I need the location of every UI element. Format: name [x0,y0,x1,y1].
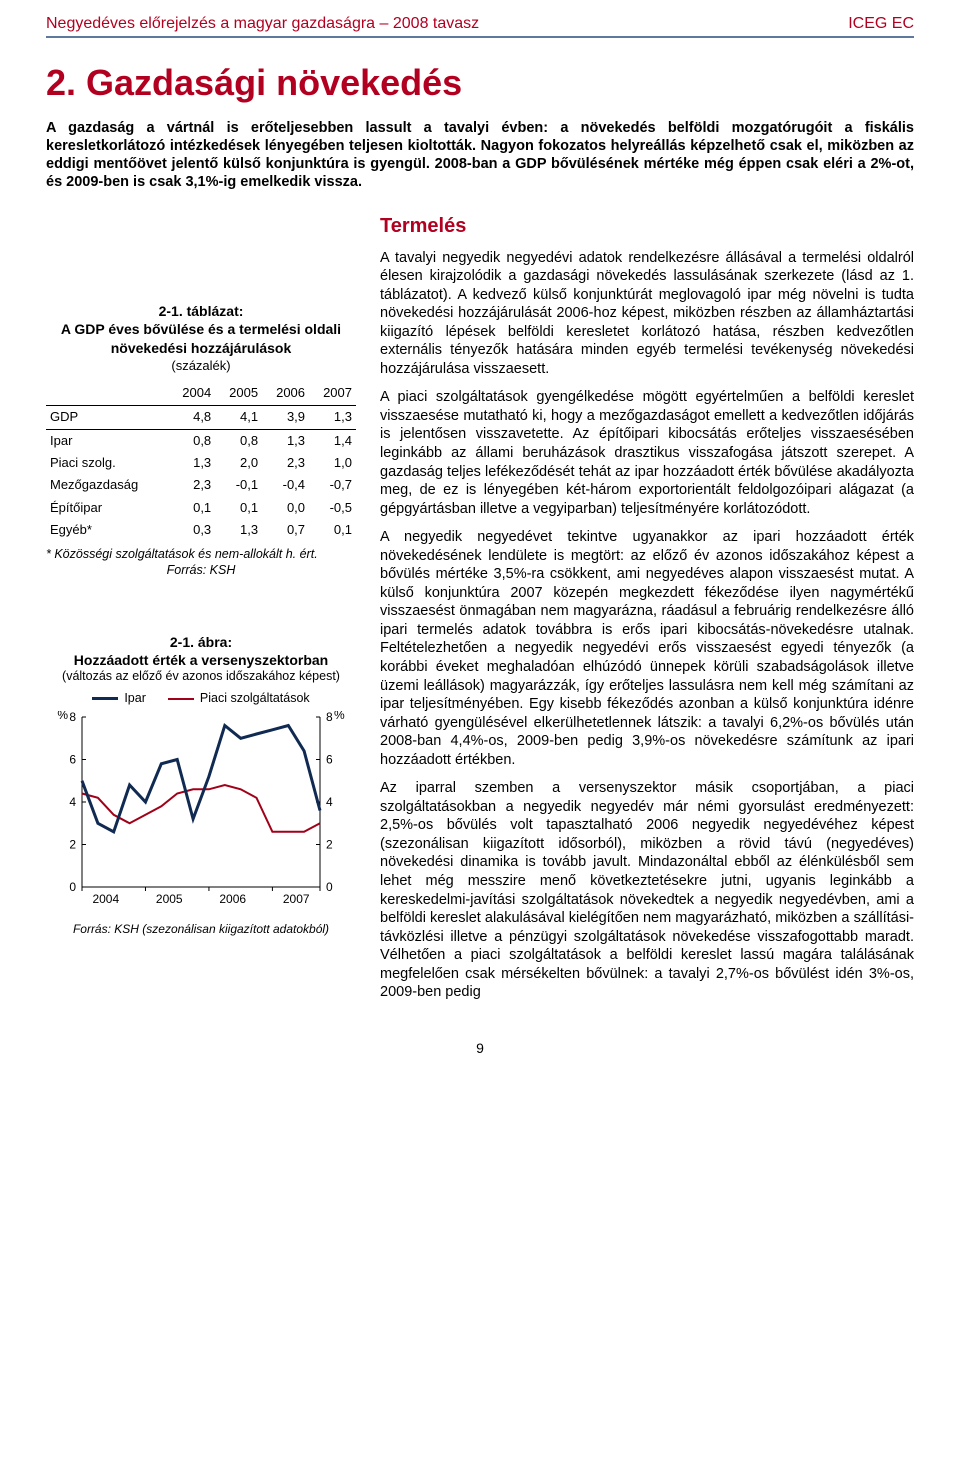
cell: Mezőgazdaság [46,474,168,496]
legend-ipar: Ipar [92,691,146,707]
cell: 0,1 [168,497,215,519]
col-2007: 2007 [309,382,356,405]
body-paragraph: A tavalyi negyedik negyedévi adatok rend… [380,249,914,379]
legend-piaci: Piaci szolgáltatások [168,691,310,707]
svg-text:0: 0 [69,880,76,894]
cell: 0,8 [168,429,215,452]
table-footnote: * Közösségi szolgáltatások és nem-alloká… [46,547,356,563]
svg-text:8: 8 [69,711,76,724]
table-row: Ipar 0,8 0,8 1,3 1,4 [46,429,356,452]
body-paragraph: A negyedik negyedévet tekintve ugyanakko… [380,528,914,769]
cell: 3,9 [262,405,309,429]
page-header: Negyedéves előrejelzés a magyar gazdaság… [46,14,914,38]
right-column: Termelés A tavalyi negyedik negyedévi ad… [380,214,914,1012]
chart-title-line1: 2-1. ábra: [46,634,356,652]
gdp-contribution-table: 2004 2005 2006 2007 GDP 4,8 4,1 3,9 1,3 [46,382,356,541]
table-title-line2: A GDP éves bővülése és a termelési oldal… [46,320,356,358]
gdp-row: GDP 4,8 4,1 3,9 1,3 [46,405,356,429]
cell: 2,0 [215,452,262,474]
cell: 0,8 [215,429,262,452]
cell: 1,3 [215,519,262,541]
cell: 1,3 [168,452,215,474]
cell: 2,3 [262,452,309,474]
svg-text:2007: 2007 [283,892,310,906]
cell: Egyéb* [46,519,168,541]
cell: Építőipar [46,497,168,519]
line-chart: 0 0 2 2 4 4 6 6 8 8%% 2004 2005 2006 2007 [56,711,346,911]
svg-text:2006: 2006 [219,892,246,906]
cell: 4,8 [168,405,215,429]
cell: Ipar [46,429,168,452]
table-header-row: 2004 2005 2006 2007 [46,382,356,405]
cell: -0,4 [262,474,309,496]
col-blank [46,382,168,405]
table-row: Építőipar 0,1 0,1 0,0 -0,5 [46,497,356,519]
cell: GDP [46,405,168,429]
chart-legend: Ipar Piaci szolgáltatások [46,691,356,707]
two-column-layout: 2-1. táblázat: A GDP éves bővülése és a … [46,214,914,1012]
body-paragraph: A piaci szolgáltatások gyengélkedése mög… [380,388,914,518]
svg-text:4: 4 [69,795,76,809]
body-paragraph: Az iparral szemben a versenyszektor mási… [380,779,914,1002]
col-2006: 2006 [262,382,309,405]
svg-text:%: % [57,711,68,722]
cell: 1,0 [309,452,356,474]
section-title: 2. Gazdasági növekedés [46,60,914,105]
col-2004: 2004 [168,382,215,405]
cell: -0,1 [215,474,262,496]
chart-source: Forrás: KSH (szezonálisan kiigazított ad… [46,922,356,937]
cell: Piaci szolg. [46,452,168,474]
svg-text:6: 6 [69,752,76,766]
svg-text:2: 2 [69,837,76,851]
page-number: 9 [46,1040,914,1058]
cell: 4,1 [215,405,262,429]
col-2005: 2005 [215,382,262,405]
legend-swatch-ipar [92,697,118,700]
table-source: Forrás: KSH [46,563,356,579]
header-left: Negyedéves előrejelzés a magyar gazdaság… [46,14,479,34]
cell: 1,3 [262,429,309,452]
table-box: 2-1. táblázat: A GDP éves bővülése és a … [46,302,356,579]
table-unit: (százalék) [46,358,356,374]
svg-text:6: 6 [326,752,333,766]
cell: 2,3 [168,474,215,496]
svg-text:2: 2 [326,837,333,851]
left-column: 2-1. táblázat: A GDP éves bővülése és a … [46,214,356,1012]
lead-paragraph: A gazdaság a vártnál is erőteljesebben l… [46,119,914,192]
cell: 0,7 [262,519,309,541]
cell: 0,0 [262,497,309,519]
cell: -0,5 [309,497,356,519]
table-row: Mezőgazdaság 2,3 -0,1 -0,4 -0,7 [46,474,356,496]
cell: -0,7 [309,474,356,496]
chart-subtitle: (változás az előző év azonos időszakához… [46,669,356,685]
svg-text:8: 8 [326,711,333,724]
svg-text:%: % [334,711,345,722]
termeles-heading: Termelés [380,214,914,239]
chart-title-line2: Hozzáadott érték a versenyszektorban [46,652,356,670]
cell: 1,3 [309,405,356,429]
svg-text:2004: 2004 [92,892,119,906]
svg-text:2005: 2005 [156,892,183,906]
legend-label-ipar: Ipar [124,691,146,707]
table-title-line1: 2-1. táblázat: [46,302,356,321]
legend-swatch-piaci [168,698,194,700]
table-row: Egyéb* 0,3 1,3 0,7 0,1 [46,519,356,541]
legend-label-piaci: Piaci szolgáltatások [200,691,310,707]
cell: 0,1 [309,519,356,541]
svg-text:4: 4 [326,795,333,809]
cell: 0,3 [168,519,215,541]
cell: 1,4 [309,429,356,452]
chart-box: 2-1. ábra: Hozzáadott érték a versenysze… [46,634,356,936]
svg-text:0: 0 [326,880,333,894]
table-row: Piaci szolg. 1,3 2,0 2,3 1,0 [46,452,356,474]
header-right: ICEG EC [848,14,914,34]
cell: 0,1 [215,497,262,519]
